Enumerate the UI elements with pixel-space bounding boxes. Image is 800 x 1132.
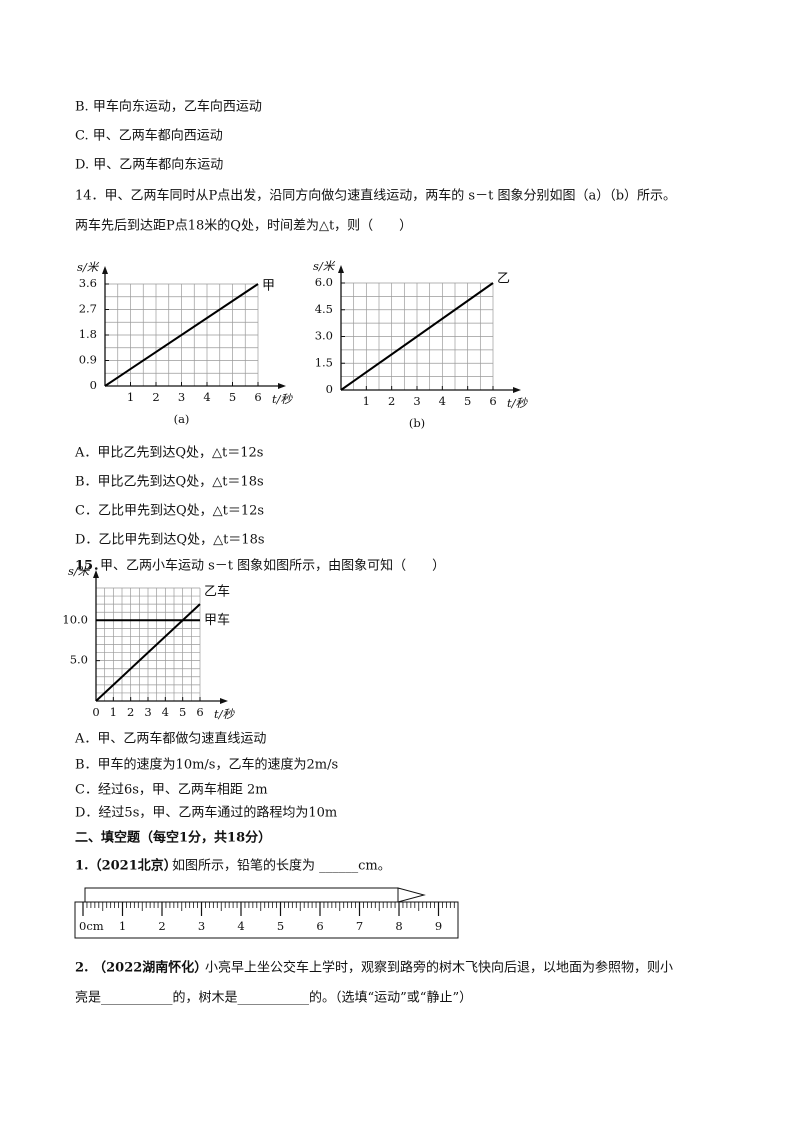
x-tick-label: 3	[144, 705, 151, 719]
option: B．甲车的速度为10m/s，乙车的速度为2m/s	[75, 757, 338, 773]
y-tick-label: 10.0	[62, 612, 88, 626]
ruler-label: 3	[198, 919, 205, 933]
data-line	[104, 283, 259, 387]
x-tick-label: 6	[196, 705, 203, 719]
pencil-tip	[397, 887, 426, 903]
x-tick-label: 6	[489, 394, 496, 408]
x-tick-label: 5	[179, 705, 186, 719]
y-tick-label: 4.5	[315, 302, 333, 316]
option: B. 甲车向东运动，乙车向西运动	[75, 99, 262, 115]
arrow	[93, 570, 99, 578]
y-tick-label: 1.5	[315, 355, 333, 369]
x-tick-label: 4	[203, 390, 210, 404]
series-label: 甲车	[204, 612, 230, 628]
figure-caption: (b)	[409, 416, 425, 430]
x-tick-label: 3	[413, 394, 420, 408]
arrow	[278, 383, 286, 389]
data-line	[95, 603, 201, 702]
y-tick-label: 0	[90, 378, 97, 392]
option: C. 甲、乙两车都向西运动	[75, 128, 223, 144]
arrow	[513, 387, 521, 393]
question-stem: 如图所示，铅笔的长度为 ______cm。	[172, 858, 391, 874]
arrow	[220, 698, 228, 704]
option: D. 甲、乙两车都向东运动	[75, 157, 223, 173]
arrow	[102, 266, 108, 274]
option: D．乙比甲先到达Q处，△t＝18s	[75, 533, 265, 548]
ruler-label: 0cm	[79, 919, 104, 933]
x-tick-label: 2	[127, 705, 134, 719]
y-tick-label: 3.0	[315, 329, 333, 343]
x-tick-label: 3	[178, 390, 185, 404]
ruler-label: 2	[158, 919, 165, 933]
ruler-label: 6	[316, 919, 323, 933]
pencil-body	[84, 887, 399, 903]
x-tick-label: 4	[439, 394, 446, 408]
arrow	[338, 265, 344, 273]
question-stem: 甲、乙两小车运动 s－t 图象如图所示，由图象可知（ ）	[100, 558, 445, 574]
question-stem: 小亮早上坐公交车上学时，观察到路旁的树木飞快向后退，以地面为参照物，则小	[205, 960, 673, 976]
ruler-label: 4	[237, 919, 244, 933]
option: D．经过5s，甲、乙两车通过的路程均为10m	[75, 805, 337, 821]
figure-caption: (a)	[174, 412, 190, 426]
ruler	[74, 901, 459, 939]
ruler-label: 8	[395, 919, 402, 933]
question-stem: 14．甲、乙两车同时从P点出发，沿同方向做匀速直线运动，两车的 s－t 图象分别…	[75, 188, 676, 204]
section-title: 二、填空题（每空1分，共18分）	[75, 830, 271, 846]
x-tick-label: 1	[363, 394, 370, 408]
ruler-label: 7	[356, 919, 363, 933]
ruler-label: 9	[435, 919, 442, 933]
question-stem: 亮是___________的，树木是___________的。（选填“运动”或“…	[75, 990, 472, 1006]
x-tick-label: 5	[464, 394, 471, 408]
x-tick-label: 1	[127, 390, 134, 404]
option: C．经过6s，甲、乙两车相距 2m	[75, 782, 268, 798]
x-tick-label: 2	[152, 390, 159, 404]
y-axis-label: s/米	[77, 260, 100, 274]
y-tick-label: 6.0	[315, 275, 333, 289]
x-axis-label: t/秒	[507, 396, 528, 410]
series-label: 乙	[497, 272, 510, 287]
ruler-label: 5	[277, 919, 284, 933]
y-axis-label: s/米	[313, 259, 336, 273]
option: C．乙比甲先到达Q处，△t＝12s	[75, 504, 264, 519]
y-tick-label: 5.0	[70, 653, 88, 667]
question-number: 15．	[75, 559, 106, 574]
question-stem: 两车先后到达距P点18米的Q处，时间差为△t，则（ ）	[75, 218, 412, 234]
question-number: 2. （2022湖南怀化）	[75, 960, 207, 976]
x-tick-label: 1	[110, 705, 117, 719]
y-tick-label: 0.9	[79, 353, 97, 367]
x-tick-label: 2	[388, 394, 395, 408]
question-number: 1.（2021北京）	[75, 858, 177, 874]
y-tick-label: 3.6	[79, 276, 97, 290]
option: A．甲、乙两车都做匀速直线运动	[74, 731, 266, 747]
x-tick-label: 6	[254, 390, 261, 404]
pencil	[84, 887, 426, 903]
y-tick-label: 0	[326, 382, 333, 396]
series-label: 甲	[262, 279, 275, 294]
ruler-label: 1	[119, 919, 126, 933]
data-line	[340, 282, 494, 391]
y-axis-label: s/米	[68, 564, 91, 578]
series-label: 乙车	[204, 584, 230, 600]
x-axis-label: t/秒	[214, 707, 235, 721]
x-tick-label: 0	[92, 705, 99, 719]
option: B．甲比乙先到达Q处，△t＝18s	[75, 475, 264, 490]
x-tick-label: 4	[162, 705, 169, 719]
option: A．甲比乙先到达Q处，△t＝12s	[74, 446, 263, 461]
x-tick-label: 5	[229, 390, 236, 404]
y-tick-label: 2.7	[79, 302, 97, 316]
x-axis-label: t/秒	[272, 392, 293, 406]
y-tick-label: 1.8	[79, 327, 97, 341]
